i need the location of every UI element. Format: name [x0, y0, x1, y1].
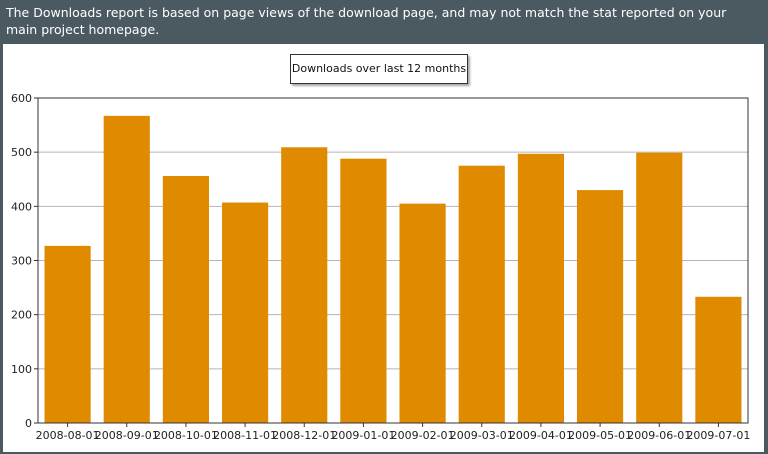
y-tick-label: 600 [11, 92, 32, 105]
y-tick-label: 200 [11, 309, 32, 322]
bar [340, 158, 387, 423]
plot-frame [37, 97, 749, 424]
bar [103, 115, 150, 423]
y-tick-label: 0 [25, 417, 32, 430]
y-tick-label: 400 [11, 200, 32, 213]
y-tick-label: 300 [11, 255, 32, 268]
x-tick-label: 2008-12-01 [272, 429, 336, 442]
bar [577, 190, 624, 423]
x-tick-label: 2009-06-01 [627, 429, 691, 442]
x-tick-label: 2009-04-01 [509, 429, 573, 442]
x-tick-label: 2009-07-01 [686, 429, 750, 442]
y-tick-label: 100 [11, 363, 32, 376]
x-tick-label: 2009-01-01 [331, 429, 395, 442]
bar [636, 152, 683, 424]
report-notice: The Downloads report is based on page vi… [6, 5, 727, 37]
bar [162, 176, 209, 423]
bar [44, 245, 91, 423]
chart-title: Downloads over last 12 months [290, 54, 468, 84]
bar [458, 165, 505, 424]
y-tick-label: 500 [11, 146, 32, 159]
x-tick-label: 2008-11-01 [213, 429, 277, 442]
bar [222, 202, 269, 423]
x-tick-label: 2009-05-01 [568, 429, 632, 442]
x-tick-label: 2009-03-01 [450, 429, 514, 442]
bar [695, 296, 742, 423]
bar [399, 203, 446, 423]
bar [517, 153, 564, 423]
bar [281, 147, 328, 423]
x-tick-label: 2009-02-01 [391, 429, 455, 442]
x-tick-label: 2008-10-01 [154, 429, 218, 442]
x-tick-label: 2008-08-01 [36, 429, 100, 442]
x-tick-label: 2008-09-01 [95, 429, 159, 442]
